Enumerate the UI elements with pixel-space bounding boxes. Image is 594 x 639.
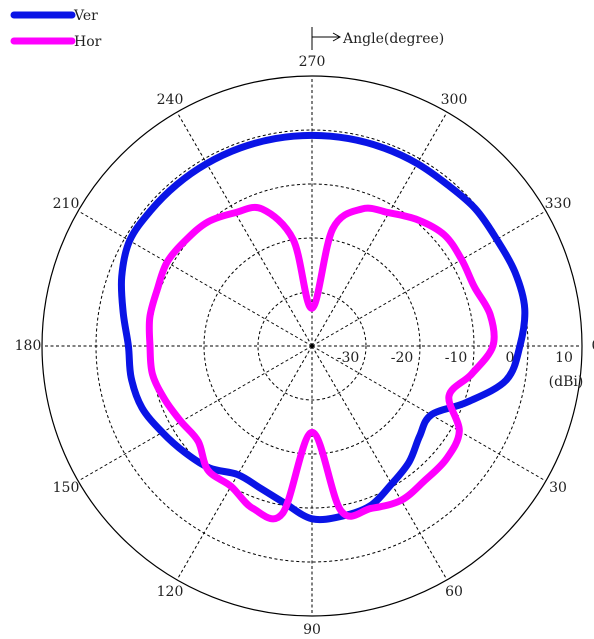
radial-unit-label: (dBi) [549,374,584,390]
grid-spoke [176,345,313,581]
angle-tick-label: 240 [157,92,184,108]
angle-tick-label: 210 [53,196,80,212]
grid-spoke [311,111,448,347]
grid-spoke [176,111,313,347]
radial-tick-label: 10 [555,350,573,366]
angle-tick-label: 180 [15,338,42,354]
angle-tick-label: 120 [157,584,184,600]
legend-label-hor: Hor [74,34,102,50]
labels: 270 300 330 0 30 60 90 120 150 180 210 240 -30 -20 -10… [15,54,594,638]
angle-tick-label: 60 [445,584,463,600]
radial-tick-label: -10 [445,350,468,366]
grid-ring [203,237,421,455]
grid [41,75,583,617]
angle-tick-label: 30 [549,480,567,496]
angle-axis-label: Angle(degree) [342,31,444,47]
legend-item-hor: Hor [10,34,102,50]
radial-tick-label: -30 [337,350,360,366]
radial-tick-label: 0 [506,350,515,366]
angle-annotation: Angle(degree) [311,27,444,50]
series-ver-line [117,131,529,524]
angle-tick-label: 0 [592,338,594,354]
angle-tick-label: 270 [299,54,326,70]
grid-spoke [311,210,547,347]
series-layer [117,131,529,524]
grid-ring [257,291,367,401]
angle-tick-label: 300 [441,92,468,108]
angle-tick-label: 90 [303,622,321,638]
legend-label-ver: Ver [73,8,98,24]
angle-tick-label: 150 [53,480,80,496]
angle-tick-label: 330 [545,196,572,212]
legend: Ver Hor [10,8,102,50]
grid-spoke [77,210,313,347]
series-hor-line [145,203,498,523]
grid-spoke [77,345,313,482]
grid-spoke [311,345,448,581]
radial-tick-label: -20 [391,350,414,366]
angle-arrow-icon [332,32,342,42]
legend-item-ver: Ver [10,8,98,24]
